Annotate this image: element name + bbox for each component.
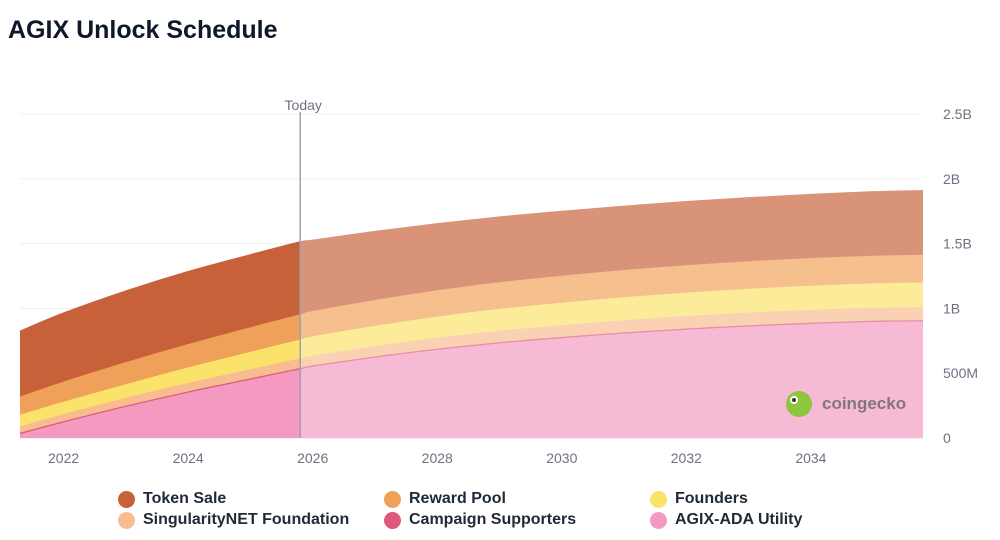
legend-dot-icon [118, 511, 135, 529]
area-token-sale [20, 191, 923, 397]
legend-item-founders[interactable]: Founders [650, 488, 748, 510]
y-tick-label: 1.5B [943, 236, 972, 252]
legend-item-agix-ada-utility[interactable]: AGIX-ADA Utility [650, 509, 802, 531]
watermark-text: coingecko [822, 394, 906, 413]
area-singularitynet-foundation [20, 307, 923, 433]
x-tick-label: 2022 [48, 450, 79, 466]
legend-label: Campaign Supporters [409, 511, 577, 528]
page-title: AGIX Unlock Schedule [8, 16, 278, 44]
x-tick-label: 2032 [671, 450, 702, 466]
line-founders [19, 281, 924, 416]
legend-dot-icon [650, 511, 667, 529]
today-label: Today [285, 97, 322, 113]
y-axis: 0 500M 1B 1.5B 2B 2.5B [943, 106, 978, 446]
future-fade-overlay [300, 104, 923, 438]
legend-item-singularitynet-foundation[interactable]: SingularityNET Foundation [118, 509, 349, 531]
y-tick-label: 0 [943, 430, 951, 446]
y-tick-label: 2B [943, 171, 960, 187]
legend-item-campaign-supporters[interactable]: Campaign Supporters [384, 509, 576, 531]
x-tick-label: 2030 [546, 450, 577, 466]
line-reward-pool [19, 253, 924, 398]
line-token-sale [19, 190, 924, 333]
x-axis: 2022 2024 2026 2028 2030 2032 2034 [48, 450, 827, 466]
legend-dot-icon [118, 490, 135, 508]
y-tick-label: 500M [943, 365, 978, 381]
x-tick-label: 2024 [173, 450, 204, 466]
today-marker: Today [285, 97, 322, 438]
y-tick-label: 1B [943, 300, 960, 316]
legend-dot-icon [650, 490, 667, 508]
legend-label: Founders [675, 490, 748, 507]
legend-dot-icon [384, 490, 401, 508]
coingecko-watermark: coingecko [786, 391, 906, 417]
legend-item-reward-pool[interactable]: Reward Pool [384, 488, 506, 510]
x-tick-label: 2028 [422, 450, 453, 466]
y-tick-label: 2.5B [943, 106, 972, 122]
future-fade [300, 104, 923, 438]
legend-label: SingularityNET Foundation [143, 511, 350, 528]
area-series [19, 190, 924, 438]
coingecko-logo-icon [786, 391, 812, 417]
area-founders [20, 282, 923, 427]
legend-item-token-sale[interactable]: Token Sale [118, 488, 226, 510]
legend: Token Sale Reward Pool Founders Singular… [0, 486, 1000, 534]
legend-label: AGIX-ADA Utility [675, 511, 803, 528]
x-tick-label: 2034 [795, 450, 826, 466]
coingecko-pupil-icon [792, 398, 796, 402]
area-agix-ada-utility [20, 321, 923, 438]
area-reward-pool [20, 254, 923, 415]
legend-label: Token Sale [143, 490, 227, 507]
legend-dot-icon [384, 511, 401, 529]
x-tick-label: 2026 [297, 450, 328, 466]
legend-label: Reward Pool [409, 490, 506, 507]
